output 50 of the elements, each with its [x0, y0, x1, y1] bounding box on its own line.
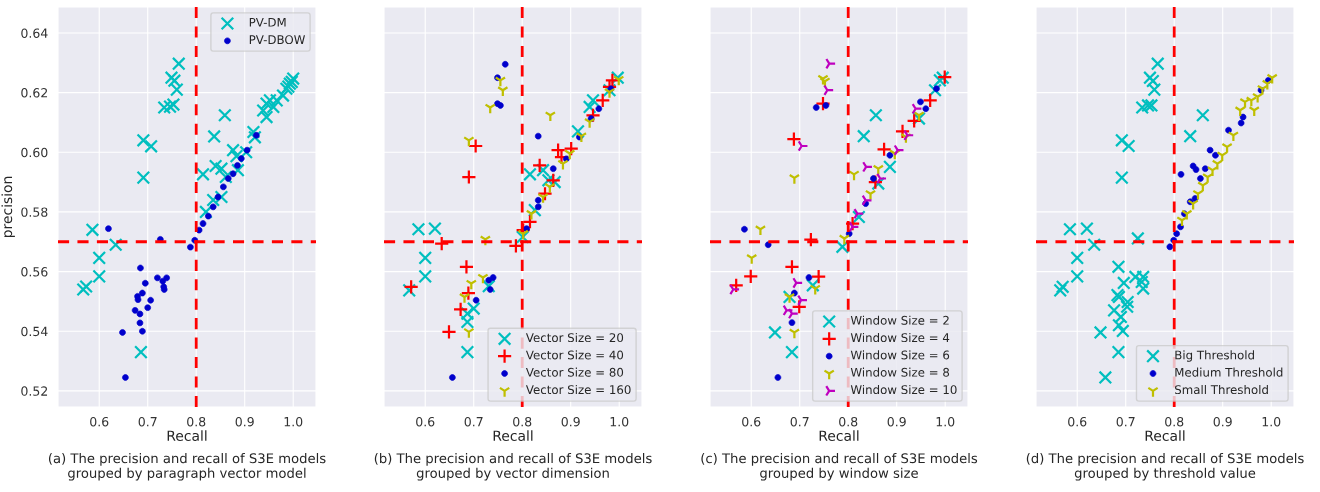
text: (c) The precision and recall of S3E models grouped by window size — [701, 453, 978, 481]
y-tick-label: 0.52 — [21, 386, 48, 396]
x-tick-label: 0.6 — [1068, 416, 1087, 427]
x-tick-label: 0.9 — [1213, 416, 1232, 427]
x-tick-label: 0.9 — [235, 416, 254, 427]
x-tick-label: 0.9 — [561, 416, 580, 427]
x-tick-label: 0.8 — [187, 416, 206, 427]
x-tick-label: 0.8 — [839, 416, 858, 427]
legend-label: Medium Threshold — [1175, 367, 1283, 377]
legend-label: Window Size = 4 — [850, 332, 950, 343]
legend-label: Window Size = 10 — [850, 384, 957, 395]
y-tick-label: 0.60 — [21, 147, 48, 158]
text: (d) The precision and recall of S3E models grouped by threshold value — [1026, 453, 1304, 481]
legend-label: Vector Size = 80 — [525, 367, 624, 377]
legend-label: Vector Size = 40 — [525, 350, 624, 360]
x-tick-label: 0.7 — [138, 416, 157, 427]
legend-label: Window Size = 2 — [850, 315, 949, 325]
x-tick-label: 0.7 — [1116, 416, 1135, 427]
x-tick-label: 1.0 — [936, 416, 955, 427]
x-tick-label: 0.8 — [513, 416, 532, 427]
legend-label: Vector Size = 20 — [525, 332, 624, 343]
y-tick-label: 0.54 — [21, 326, 48, 337]
y-tick-label: 0.58 — [21, 207, 48, 217]
x-tick-label: 0.8 — [1165, 416, 1184, 427]
legend-label: Big Threshold — [1175, 350, 1254, 362]
x-axis-title: Recall — [1145, 430, 1185, 441]
x-tick-label: 0.6 — [416, 416, 435, 427]
x-tick-label: 0.6 — [742, 416, 761, 427]
legend-label: Small Threshold — [1175, 384, 1268, 395]
text: (b) The precision and recall of S3E models grouped by vector dimension — [374, 453, 652, 481]
text: (a) The precision and recall of S3E models grouped by paragraph vector model — [48, 453, 326, 481]
x-axis-title: Recall — [819, 430, 859, 441]
x-tick-label: 0.9 — [887, 416, 906, 427]
x-tick-label: 1.0 — [284, 416, 303, 427]
x-tick-label: 0.7 — [464, 416, 483, 427]
x-tick-label: 0.6 — [90, 416, 109, 427]
x-tick-label: 1.0 — [1262, 416, 1281, 427]
x-axis-title: Recall — [167, 430, 207, 441]
legend-label: Window Size = 6 — [850, 350, 950, 360]
y-tick-label: 0.64 — [21, 28, 48, 38]
y-tick-label: 0.56 — [21, 267, 48, 277]
y-axis-title: precision — [1, 176, 15, 238]
legend-label: Window Size = 8 — [850, 367, 950, 377]
x-tick-label: 0.7 — [790, 416, 809, 427]
x-tick-label: 1.0 — [610, 416, 629, 427]
legend-label: PV-DBOW — [249, 35, 305, 45]
x-axis-title: Recall — [493, 430, 533, 441]
legend-label: Vector Size = 160 — [525, 384, 631, 395]
y-tick-label: 0.62 — [21, 88, 48, 98]
legend-label: PV-DM — [249, 17, 286, 27]
